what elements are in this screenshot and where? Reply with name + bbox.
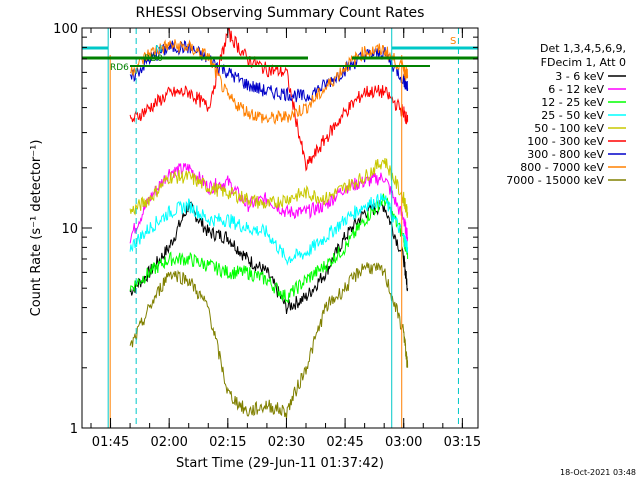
footer-date: 18-Oct-2021 03:48	[560, 468, 636, 477]
legend-label: 12 - 25 keV	[541, 96, 604, 109]
legend-label: 300 - 800 keV	[527, 148, 604, 161]
series-line-12-25-kev	[129, 193, 409, 303]
legend-label: 6 - 12 keV	[548, 83, 604, 96]
legend-header: Det 1,3,4,5,6,9,	[540, 42, 626, 55]
series-line-800-7000-kev	[129, 39, 409, 125]
annotation-label: RD6	[110, 63, 129, 73]
annotation-label: RD0	[144, 54, 163, 64]
x-tick-label: 02:45	[326, 435, 363, 450]
legend-label: 7000 - 15000 keV	[506, 174, 604, 187]
x-tick-label: 03:00	[385, 435, 422, 450]
annotation-label: N	[155, 44, 162, 55]
x-tick-label: 03:15	[444, 435, 481, 450]
chart-title: RHESSI Observing Summary Count Rates	[136, 5, 425, 21]
legend-header: FDecim 1, Att 0	[541, 56, 626, 69]
legend-label: 3 - 6 keV	[555, 70, 604, 83]
series-line-25-50-kev	[129, 193, 409, 266]
y-axis-label: Count Rate (s⁻¹ detector⁻¹)	[29, 140, 44, 317]
overlay-layer: N S RD6 RD0	[82, 28, 478, 428]
x-tick-label: 02:15	[209, 435, 246, 450]
y-tick-label: 100	[53, 22, 78, 37]
x-tick-label: 02:30	[268, 435, 305, 450]
axis-layer: 1 10 100 01:45 02:00 02:15 02:30 02:45 03:00 03:1…	[53, 22, 481, 450]
y-tick-label: 1	[70, 422, 78, 437]
legend-label: 50 - 100 keV	[534, 122, 604, 135]
series-layer	[129, 27, 409, 419]
series-line-100-300-kev	[129, 27, 409, 172]
y-tick-label: 10	[61, 222, 78, 237]
legend-label: 25 - 50 keV	[541, 109, 604, 122]
x-tick-label: 01:45	[92, 435, 129, 450]
legend-label: 800 - 7000 keV	[520, 161, 604, 174]
x-axis-label: Start Time (29-Jun-11 01:37:42)	[176, 456, 384, 471]
annotation-label: S	[450, 36, 456, 47]
series-line-7000-15000-kev	[129, 262, 409, 419]
x-tick-label: 02:00	[150, 435, 187, 450]
series-line-50-100-kev	[129, 158, 409, 218]
legend: Det 1,3,4,5,6,9,FDecim 1, Att 03 - 6 keV…	[506, 42, 626, 187]
legend-label: 100 - 300 keV	[527, 135, 604, 148]
